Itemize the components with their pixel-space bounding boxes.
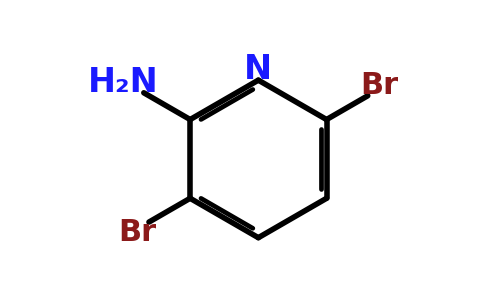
Text: N: N	[244, 53, 272, 86]
Text: Br: Br	[361, 71, 399, 100]
Text: H₂N: H₂N	[88, 66, 158, 99]
Text: Br: Br	[118, 218, 156, 247]
